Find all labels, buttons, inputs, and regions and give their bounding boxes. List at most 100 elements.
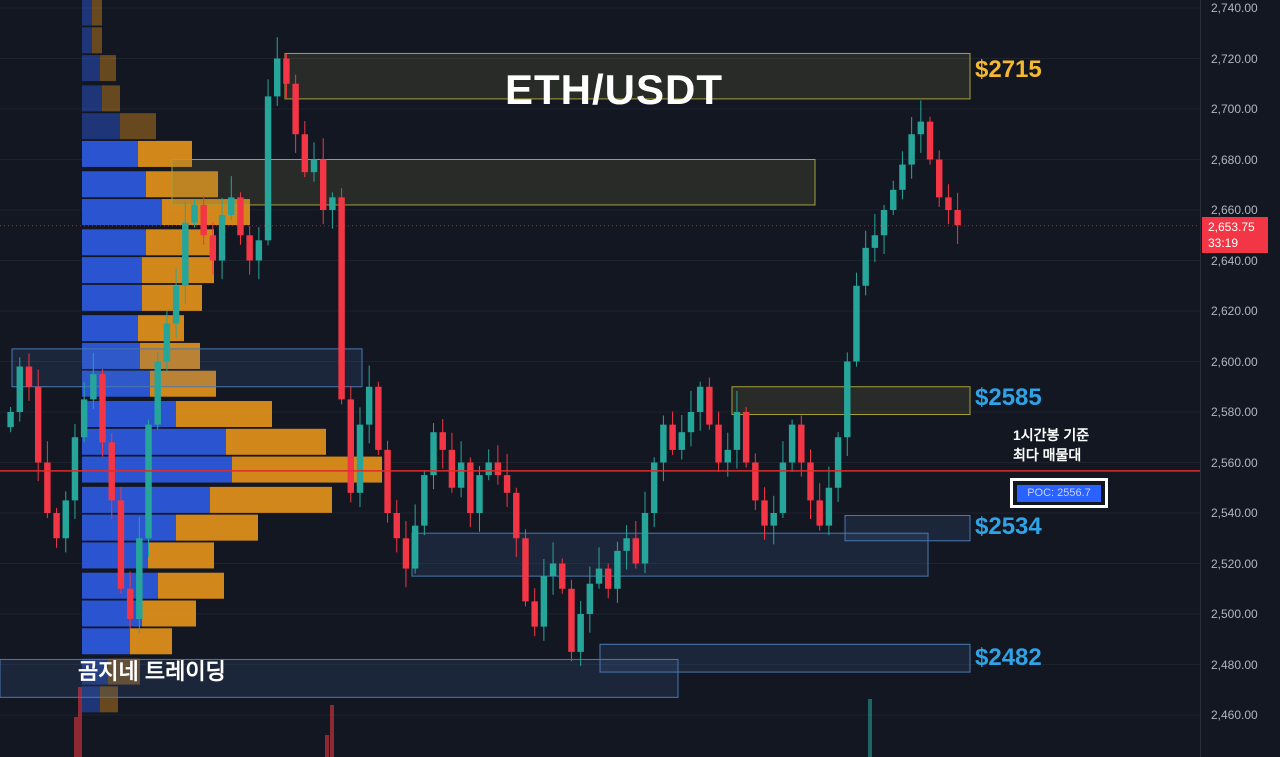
poc-annotation-line1: 1시간봉 기준 [1013, 427, 1090, 443]
price-tick-label: 2,580.00 [1211, 405, 1258, 419]
volume-profile-sell-bar [108, 658, 140, 685]
volume-profile-sell-bar [92, 27, 102, 54]
bullish-candle [80, 399, 88, 438]
bullish-candle [136, 538, 143, 620]
volume-profile-buy-bar [82, 401, 176, 428]
bullish-candle [540, 576, 548, 627]
bullish-candle [365, 386, 373, 425]
bearish-candle [393, 513, 400, 539]
bearish-candle [319, 159, 327, 210]
volume-bar [868, 699, 872, 757]
bullish-candle [890, 189, 897, 210]
price-axis[interactable]: 2,740.00 2,720.00 2,700.00 2,680.00 2,660.00… [1200, 0, 1280, 757]
poc-annotation-line2: 최다 매물대 [1013, 447, 1082, 463]
bullish-candle [595, 568, 603, 584]
volume-profile-sell-bar [210, 486, 332, 513]
volume-profile-buy-bar [82, 658, 108, 685]
bullish-candle [182, 222, 189, 286]
bearish-candle [513, 492, 520, 539]
volume-bar [78, 687, 82, 757]
bullish-candle [880, 210, 888, 236]
bearish-candle [926, 121, 934, 160]
bullish-candle [577, 614, 584, 652]
bullish-candle [917, 121, 925, 135]
bullish-candle [163, 323, 171, 362]
bearish-candle [467, 462, 474, 513]
bearish-candle [53, 513, 60, 539]
bearish-candle [632, 538, 640, 564]
volume-profile-sell-bar [158, 572, 224, 599]
volume-profile-sell-bar [226, 428, 326, 455]
volume-profile-sell-bar [100, 55, 116, 82]
bearish-candle [301, 134, 309, 173]
bullish-candle [687, 412, 695, 433]
bullish-candle [678, 432, 685, 450]
bullish-candle [586, 583, 594, 614]
bullish-candle [172, 285, 180, 324]
price-tick-label: 2,480.00 [1211, 657, 1258, 672]
bullish-candle [7, 412, 14, 428]
bullish-candle [421, 475, 428, 526]
last-price-tag: 2,653.75 33:19 [1202, 217, 1268, 253]
bullish-candle [733, 412, 741, 450]
volume-profile-buy-bar [82, 199, 162, 226]
bullish-candle [899, 164, 906, 190]
bullish-candle [549, 563, 557, 577]
bullish-candle [264, 96, 272, 241]
bearish-candle [669, 424, 676, 450]
bearish-candle [954, 210, 961, 226]
bullish-candle [476, 475, 483, 513]
bullish-candle [844, 361, 851, 438]
volume-profile-buy-bar [82, 342, 140, 369]
price-tick-label: 2,560.00 [1211, 455, 1258, 470]
demand-zone-box [599, 643, 971, 673]
volume-profile-sell-bar [138, 140, 192, 167]
bullish-candle [16, 366, 24, 412]
bearish-candle [448, 449, 456, 488]
volume-profile-buy-bar [82, 113, 120, 140]
poc-label-box: POC: 2556.7 [1010, 478, 1108, 508]
bullish-candle [650, 462, 658, 513]
bearish-candle [559, 563, 566, 589]
volume-profile-buy-bar [82, 456, 232, 483]
bearish-candle [402, 538, 410, 569]
price-tick-label: 2,680.00 [1211, 152, 1258, 167]
volume-profile-buy-bar [82, 284, 142, 311]
volume-profile [82, 0, 382, 713]
bearish-candle [384, 449, 391, 513]
price-zones [0, 52, 971, 698]
demand-zone-box [844, 515, 971, 542]
volume-profile-sell-bar [142, 257, 214, 284]
volume-profile-sell-bar [176, 401, 272, 428]
volume-profile-buy-bar [82, 171, 146, 198]
volume-profile-sell-bar [142, 600, 196, 627]
volume-profile-sell-bar [120, 113, 156, 140]
last-price-value: 2,653.75 [1208, 220, 1255, 234]
volume-profile-buy-bar [82, 315, 138, 342]
volume-bar [74, 717, 78, 757]
bearish-candle [494, 462, 502, 476]
price-tick-label: 2,740.00 [1211, 1, 1258, 15]
bearish-candle [807, 462, 814, 501]
bullish-candle [457, 462, 465, 488]
bullish-candle [908, 134, 915, 165]
volume-profile-buy-bar [82, 686, 100, 713]
volume-profile-sell-bar [92, 0, 102, 26]
bullish-candle [154, 361, 161, 425]
bearish-candle [209, 235, 217, 261]
bearish-candle [945, 197, 952, 210]
bearish-candle [503, 475, 511, 493]
price-tick-label: 2,540.00 [1211, 506, 1258, 520]
bearish-candle [522, 538, 529, 602]
bearish-candle [706, 386, 713, 425]
bullish-candle [90, 374, 97, 400]
bullish-candle [411, 525, 419, 569]
bearish-candle [99, 374, 106, 443]
bearish-candle [347, 399, 355, 493]
bearish-candle [752, 462, 759, 501]
volume-profile-buy-bar [82, 85, 102, 112]
bullish-candle [834, 437, 842, 488]
price-tick-label: 2,460.00 [1211, 708, 1258, 722]
bullish-candle [779, 462, 787, 513]
